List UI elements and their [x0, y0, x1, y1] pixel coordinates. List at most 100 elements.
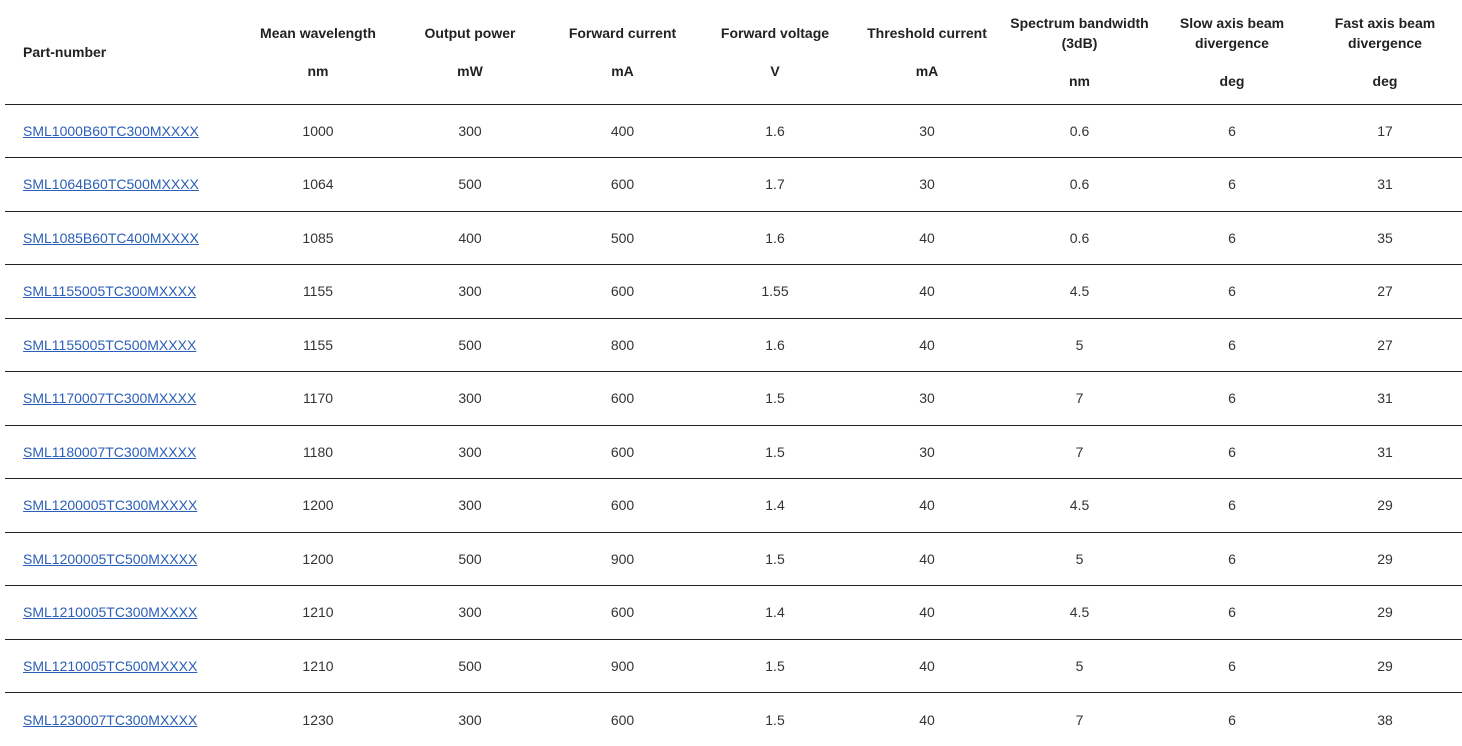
cell-mean-wavelength: 1155 — [242, 265, 394, 319]
cell-threshold-current: 40 — [851, 318, 1003, 372]
cell-forward-voltage: 1.6 — [699, 104, 851, 158]
cell-mean-wavelength: 1180 — [242, 425, 394, 479]
cell-fast-axis-divergence: 31 — [1308, 372, 1462, 426]
cell-mean-wavelength: 1064 — [242, 158, 394, 212]
cell-output-power: 300 — [394, 425, 546, 479]
cell-spectrum-bandwidth: 7 — [1003, 693, 1156, 746]
cell-spectrum-bandwidth: 0.6 — [1003, 211, 1156, 265]
cell-mean-wavelength: 1230 — [242, 693, 394, 746]
cell-forward-voltage: 1.5 — [699, 693, 851, 746]
part-number-link[interactable]: SML1000B60TC300MXXXX — [23, 123, 199, 139]
cell-forward-current: 600 — [546, 479, 699, 533]
part-number-link[interactable]: SML1155005TC300MXXXX — [23, 283, 196, 299]
cell-slow-axis-divergence: 6 — [1156, 104, 1308, 158]
cell-slow-axis-divergence: 6 — [1156, 318, 1308, 372]
cell-forward-voltage: 1.4 — [699, 586, 851, 640]
cell-output-power: 300 — [394, 104, 546, 158]
header-unit: nm — [1007, 71, 1152, 91]
cell-threshold-current: 40 — [851, 479, 1003, 533]
cell-threshold-current: 40 — [851, 693, 1003, 746]
cell-spectrum-bandwidth: 7 — [1003, 425, 1156, 479]
product-spec-table: Part-number Mean wavelength nm Output po… — [5, 0, 1462, 746]
header-title: Slow axis beam divergence — [1160, 13, 1304, 53]
header-unit: nm — [246, 61, 390, 81]
cell-forward-voltage: 1.5 — [699, 639, 851, 693]
cell-forward-current: 600 — [546, 425, 699, 479]
cell-slow-axis-divergence: 6 — [1156, 372, 1308, 426]
cell-output-power: 500 — [394, 318, 546, 372]
cell-output-power: 300 — [394, 693, 546, 746]
part-number-link[interactable]: SML1210005TC300MXXXX — [23, 604, 197, 620]
cell-spectrum-bandwidth: 5 — [1003, 532, 1156, 586]
part-number-link[interactable]: SML1200005TC300MXXXX — [23, 497, 197, 513]
product-table-container: Part-number Mean wavelength nm Output po… — [5, 0, 1462, 746]
part-number-link[interactable]: SML1155005TC500MXXXX — [23, 337, 196, 353]
header-mean-wavelength: Mean wavelength nm — [242, 0, 394, 104]
part-number-link[interactable]: SML1230007TC300MXXXX — [23, 712, 197, 728]
cell-forward-current: 600 — [546, 265, 699, 319]
cell-part-number: SML1200005TC500MXXXX — [5, 532, 242, 586]
cell-mean-wavelength: 1170 — [242, 372, 394, 426]
cell-forward-current: 600 — [546, 372, 699, 426]
cell-threshold-current: 40 — [851, 586, 1003, 640]
cell-forward-voltage: 1.55 — [699, 265, 851, 319]
header-title: Mean wavelength — [246, 23, 390, 43]
cell-part-number: SML1200005TC300MXXXX — [5, 479, 242, 533]
header-unit: mA — [855, 61, 999, 81]
cell-mean-wavelength: 1085 — [242, 211, 394, 265]
cell-part-number: SML1000B60TC300MXXXX — [5, 104, 242, 158]
part-number-link[interactable]: SML1200005TC500MXXXX — [23, 551, 197, 567]
cell-part-number: SML1230007TC300MXXXX — [5, 693, 242, 746]
part-number-link[interactable]: SML1210005TC500MXXXX — [23, 658, 197, 674]
cell-threshold-current: 40 — [851, 211, 1003, 265]
cell-forward-current: 800 — [546, 318, 699, 372]
header-unit: deg — [1312, 71, 1458, 91]
part-number-link[interactable]: SML1180007TC300MXXXX — [23, 444, 196, 460]
cell-spectrum-bandwidth: 4.5 — [1003, 479, 1156, 533]
cell-part-number: SML1064B60TC500MXXXX — [5, 158, 242, 212]
cell-output-power: 300 — [394, 586, 546, 640]
header-row: Part-number Mean wavelength nm Output po… — [5, 0, 1462, 104]
header-unit: V — [703, 61, 847, 81]
cell-output-power: 300 — [394, 372, 546, 426]
cell-forward-current: 600 — [546, 158, 699, 212]
cell-fast-axis-divergence: 29 — [1308, 532, 1462, 586]
cell-forward-current: 900 — [546, 639, 699, 693]
cell-forward-current: 400 — [546, 104, 699, 158]
header-part-number: Part-number — [5, 0, 242, 104]
cell-fast-axis-divergence: 38 — [1308, 693, 1462, 746]
part-number-link[interactable]: SML1085B60TC400MXXXX — [23, 230, 199, 246]
cell-forward-voltage: 1.5 — [699, 372, 851, 426]
cell-part-number: SML1180007TC300MXXXX — [5, 425, 242, 479]
cell-threshold-current: 40 — [851, 532, 1003, 586]
cell-threshold-current: 30 — [851, 104, 1003, 158]
cell-forward-voltage: 1.5 — [699, 532, 851, 586]
cell-spectrum-bandwidth: 4.5 — [1003, 586, 1156, 640]
cell-spectrum-bandwidth: 5 — [1003, 318, 1156, 372]
cell-spectrum-bandwidth: 0.6 — [1003, 158, 1156, 212]
cell-spectrum-bandwidth: 5 — [1003, 639, 1156, 693]
cell-threshold-current: 30 — [851, 372, 1003, 426]
part-number-link[interactable]: SML1170007TC300MXXXX — [23, 390, 196, 406]
header-forward-voltage: Forward voltage V — [699, 0, 851, 104]
part-number-link[interactable]: SML1064B60TC500MXXXX — [23, 176, 199, 192]
cell-mean-wavelength: 1155 — [242, 318, 394, 372]
cell-mean-wavelength: 1000 — [242, 104, 394, 158]
cell-slow-axis-divergence: 6 — [1156, 158, 1308, 212]
cell-threshold-current: 40 — [851, 639, 1003, 693]
cell-threshold-current: 30 — [851, 425, 1003, 479]
cell-forward-voltage: 1.4 — [699, 479, 851, 533]
cell-fast-axis-divergence: 31 — [1308, 158, 1462, 212]
cell-fast-axis-divergence: 29 — [1308, 639, 1462, 693]
header-threshold-current: Threshold current mA — [851, 0, 1003, 104]
header-slow-axis-divergence: Slow axis beam divergence deg — [1156, 0, 1308, 104]
cell-mean-wavelength: 1200 — [242, 532, 394, 586]
